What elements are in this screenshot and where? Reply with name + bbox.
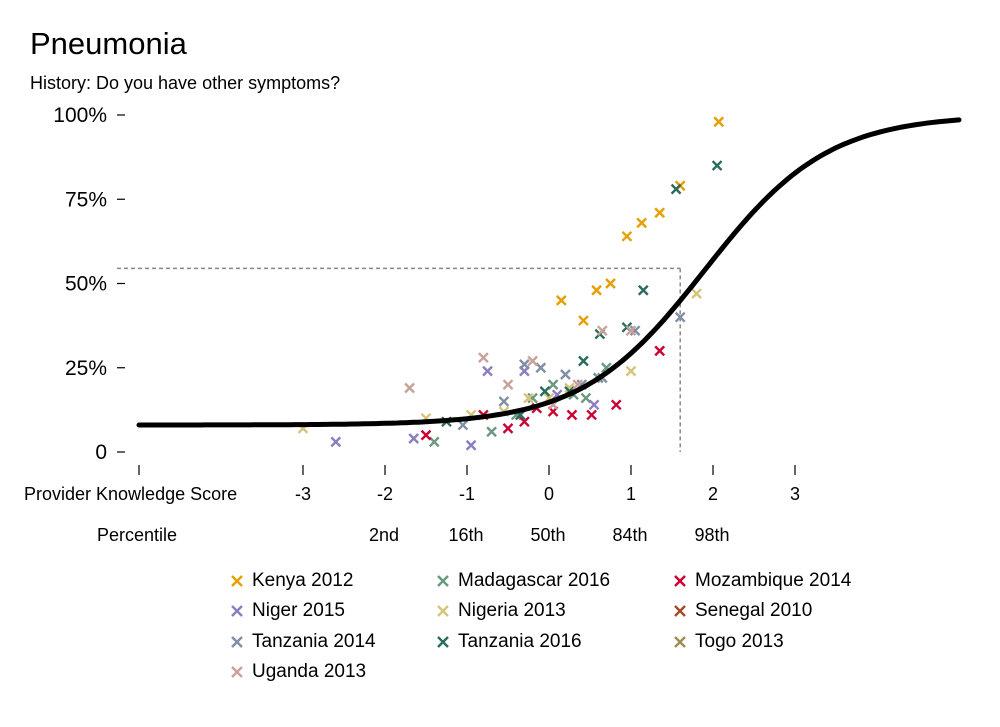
legend-item: Madagascar 2016 xyxy=(436,571,610,590)
x-tick-label: 0 xyxy=(544,484,554,504)
chart-title: Pneumonia xyxy=(30,26,187,61)
data-point xyxy=(486,426,497,438)
data-point xyxy=(591,284,602,296)
x-tick-label: -2 xyxy=(377,484,393,504)
data-point xyxy=(527,392,538,404)
legend-label: Uganda 2013 xyxy=(252,661,367,682)
data-point xyxy=(605,278,616,289)
data-point xyxy=(625,325,637,337)
legend-item: Kenya 2012 xyxy=(230,571,353,590)
data-point xyxy=(519,416,530,428)
data-point xyxy=(637,284,649,296)
data-point xyxy=(478,352,489,363)
legend-label: Tanzania 2016 xyxy=(458,631,582,652)
data-point xyxy=(654,207,666,219)
data-point xyxy=(408,433,420,444)
percentile-label: Percentile xyxy=(97,525,177,545)
x-tick-label: 2 xyxy=(708,484,718,504)
legend-item: Senegal 2010 xyxy=(673,601,812,620)
data-point xyxy=(420,429,432,441)
legend-marker-icon xyxy=(437,574,449,587)
legend-marker-icon xyxy=(231,635,243,648)
data-point xyxy=(498,396,510,407)
data-point xyxy=(465,439,477,451)
data-point xyxy=(711,160,723,171)
data-point xyxy=(527,355,538,367)
legend-label: Togo 2013 xyxy=(695,631,784,652)
legend-label: Senegal 2010 xyxy=(695,600,813,621)
x-tick-label: -1 xyxy=(459,484,475,504)
legend-item: Togo 2013 xyxy=(673,632,784,651)
y-tick-label: 25% xyxy=(65,357,107,380)
data-point xyxy=(502,423,514,434)
legend-marker-icon xyxy=(674,604,686,617)
data-point xyxy=(330,436,342,448)
data-point xyxy=(596,325,608,337)
data-point xyxy=(610,399,622,411)
data-point xyxy=(625,365,637,377)
data-point xyxy=(560,369,571,380)
fitted-curve-line xyxy=(136,117,962,428)
percentile-tick-label: 98th xyxy=(694,525,729,545)
legend-item: Uganda 2013 xyxy=(230,662,366,681)
data-point xyxy=(691,288,702,299)
legend-label: Niger 2015 xyxy=(252,600,345,621)
legend-label: Tanzania 2014 xyxy=(252,631,376,652)
percentile-tick-label: 16th xyxy=(448,525,483,545)
data-point xyxy=(713,116,725,128)
legend-marker-icon xyxy=(437,604,449,617)
x-tick-label: 1 xyxy=(626,484,636,504)
legend-item: Tanzania 2014 xyxy=(230,632,376,651)
percentile-tick-label: 84th xyxy=(612,525,647,545)
data-point xyxy=(629,325,641,337)
data-point xyxy=(586,409,597,421)
legend-item: Tanzania 2016 xyxy=(436,632,582,651)
data-point xyxy=(502,379,514,390)
y-tick-label: 100% xyxy=(53,104,107,127)
fitted-curve xyxy=(136,117,962,428)
data-point xyxy=(404,382,415,394)
percentile-tick-label: 50th xyxy=(530,525,565,545)
y-tick-label: 75% xyxy=(65,188,107,211)
legend-marker-icon xyxy=(231,574,243,587)
legend-label: Kenya 2012 xyxy=(252,570,354,591)
legend-item: Niger 2015 xyxy=(230,601,345,620)
data-point xyxy=(670,183,682,195)
legend-marker-icon xyxy=(674,574,686,587)
y-tick-label: 50% xyxy=(65,273,107,296)
data-point xyxy=(636,217,648,229)
data-point xyxy=(539,385,551,397)
legend-item: Mozambique 2014 xyxy=(673,571,851,590)
data-point xyxy=(674,311,686,323)
legend-marker-icon xyxy=(674,635,686,648)
x-axis: -3 -2 -1 0 1 2 3 Provider Knowledge Score Percen… xyxy=(24,465,800,545)
x-axis-label: Provider Knowledge Score xyxy=(24,484,237,504)
percentile-tick-label: 2nd xyxy=(369,525,399,545)
data-point xyxy=(654,345,666,357)
data-point xyxy=(457,419,469,431)
legend-label: Mozambique 2014 xyxy=(695,570,852,591)
data-point xyxy=(588,399,600,411)
scatter-points xyxy=(297,116,725,451)
data-point xyxy=(523,392,534,404)
legend-marker-icon xyxy=(437,635,449,648)
data-point xyxy=(578,355,589,367)
data-point xyxy=(555,295,567,306)
x-tick-label: -3 xyxy=(295,484,311,504)
data-point xyxy=(519,359,530,370)
y-axis: 0 25% 50% 75% 100% xyxy=(53,104,125,464)
legend-marker-icon xyxy=(231,604,243,617)
data-point xyxy=(578,315,589,326)
y-tick-label: 0 xyxy=(95,441,107,464)
legend-label: Nigeria 2013 xyxy=(458,600,566,621)
x-tick-label: 3 xyxy=(790,484,800,504)
data-point xyxy=(566,409,578,421)
chart-subtitle: History: Do you have other symptoms? xyxy=(30,73,341,93)
legend-marker-icon xyxy=(231,665,243,678)
data-point xyxy=(621,230,633,242)
legend-label: Madagascar 2016 xyxy=(458,570,611,591)
data-point xyxy=(482,365,493,377)
legend-item: Nigeria 2013 xyxy=(436,601,566,620)
